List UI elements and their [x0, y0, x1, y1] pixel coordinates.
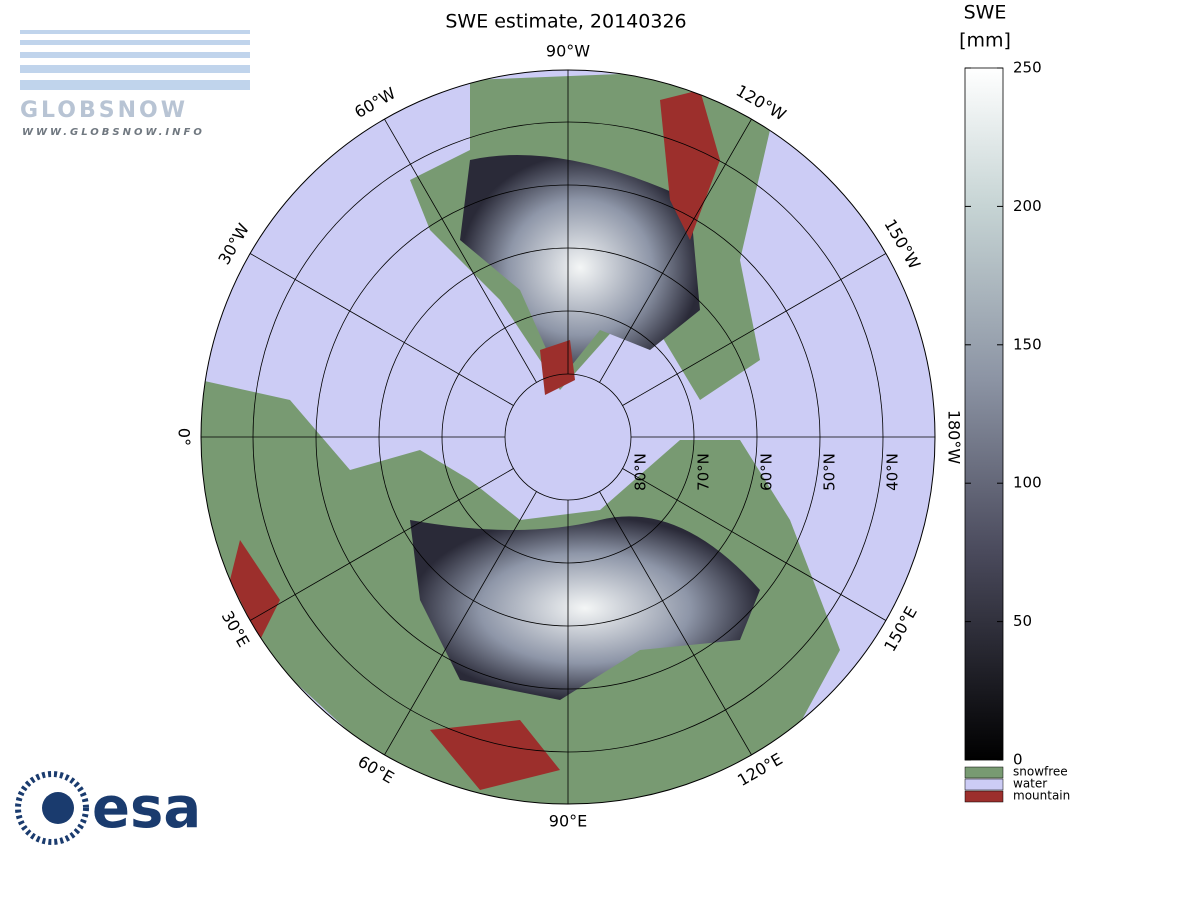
legend-swatch [964, 766, 1004, 779]
meridian [622, 253, 887, 406]
meridian [622, 468, 887, 621]
meridian [599, 491, 752, 756]
parallel-label: 80°N [632, 453, 650, 491]
meridian-label: 90°E [549, 812, 587, 831]
colorbar [964, 67, 1004, 761]
colorbar-title: [mm] [959, 30, 1011, 52]
legend-label: mountain [1013, 789, 1070, 803]
globsnow-logo: GLOBSNOW WWW.GLOBSNOW.INFO [20, 30, 250, 138]
colorbar-tick-label: 150 [1013, 335, 1042, 353]
colorbar-tick-label: 250 [1013, 59, 1042, 77]
parallel-label: 60°N [758, 453, 776, 491]
logo-url: WWW.GLOBSNOW.INFO [22, 127, 205, 138]
meridian-label: 0° [175, 428, 194, 446]
logo-text: esa [92, 776, 201, 841]
parallel-label: 40°N [884, 453, 902, 491]
legend-swatch [964, 778, 1004, 791]
legend-label: water [1013, 777, 1047, 791]
legend-swatch [964, 790, 1004, 803]
meridian [384, 491, 537, 756]
meridian [384, 118, 537, 383]
meridian [599, 118, 752, 383]
map-title: SWE estimate, 20140326 [445, 11, 686, 33]
meridian-label: 90°W [546, 42, 590, 61]
meridian [249, 253, 514, 406]
colorbar-tick-label: 200 [1013, 197, 1042, 215]
esa-logo: esa [15, 771, 201, 845]
logo-text: GLOBSNOW [20, 98, 188, 123]
parallel-label: 50°N [821, 453, 839, 491]
legend-label: snowfree [1013, 765, 1068, 779]
colorbar-title: SWE [964, 2, 1007, 24]
colorbar-tick-label: 50 [1013, 612, 1032, 630]
meridian-label: 180°W [945, 410, 964, 465]
meridian [249, 468, 514, 621]
colorbar-tick-label: 100 [1013, 474, 1042, 492]
parallel-label: 70°N [695, 453, 713, 491]
map-area [201, 70, 935, 804]
colorbar-tick-label: 0 [1013, 751, 1023, 769]
